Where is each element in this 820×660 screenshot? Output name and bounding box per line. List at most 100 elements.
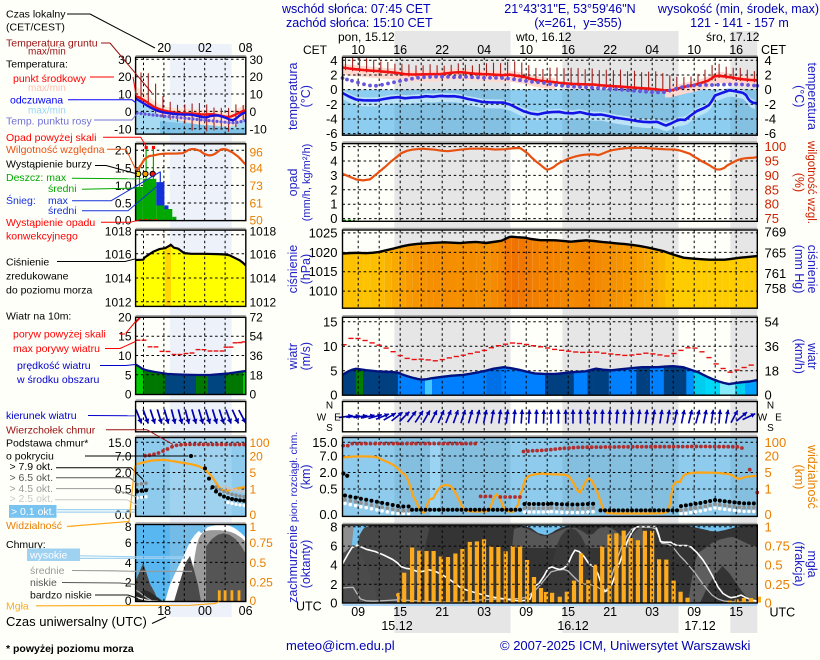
svg-text:> 4.5 okt.: > 4.5 okt.	[10, 483, 54, 495]
svg-text:2: 2	[330, 182, 337, 197]
svg-text:54: 54	[250, 330, 264, 344]
svg-text:4: 4	[765, 53, 772, 68]
svg-text:2: 2	[330, 577, 337, 592]
svg-text:10: 10	[323, 339, 337, 354]
svg-text:(mm Hg): (mm Hg)	[792, 245, 806, 294]
svg-text:wiatr: wiatr	[286, 343, 300, 370]
svg-text:(%): (%)	[792, 173, 806, 192]
svg-text:kierunek wiatru: kierunek wiatru	[6, 410, 77, 422]
svg-text:04: 04	[645, 43, 659, 57]
svg-text:0: 0	[330, 211, 337, 226]
svg-text:6: 6	[125, 536, 132, 550]
svg-text:(mm/h, kg/m²/h): (mm/h, kg/m²/h)	[301, 144, 313, 222]
svg-text:UTC: UTC	[296, 600, 322, 614]
svg-text:09: 09	[519, 605, 533, 619]
svg-text:0.0: 0.0	[115, 213, 132, 227]
svg-text:CET: CET	[303, 43, 328, 57]
svg-text:0: 0	[250, 594, 257, 608]
svg-text:16.12: 16.12	[557, 619, 588, 633]
svg-text:3: 3	[330, 168, 337, 183]
svg-text:Wierzchołek chmur: Wierzchołek chmur	[6, 425, 96, 437]
svg-text:100: 100	[250, 436, 270, 450]
svg-text:(km): (km)	[792, 464, 806, 489]
svg-text:1.0: 1.0	[115, 179, 132, 193]
svg-text:1010: 1010	[309, 284, 338, 299]
svg-text:18: 18	[765, 363, 779, 378]
svg-text:20: 20	[765, 449, 779, 464]
svg-text:2.0: 2.0	[319, 465, 337, 480]
svg-text:8: 8	[330, 519, 337, 534]
svg-text:Mgła: Mgła	[6, 601, 29, 613]
svg-text:06: 06	[239, 604, 253, 618]
svg-text:09: 09	[351, 605, 365, 619]
svg-text:© 2007-2025 ICM, Uniwersytet W: © 2007-2025 ICM, Uniwersytet Warszawski	[500, 638, 751, 653]
svg-text:758: 758	[765, 281, 787, 296]
svg-text:1018: 1018	[250, 224, 277, 238]
svg-text:4: 4	[330, 154, 337, 169]
svg-text:1012: 1012	[250, 295, 277, 309]
svg-text:o pokryciu: o pokryciu	[6, 451, 54, 463]
svg-text:średni: średni	[48, 183, 77, 195]
svg-text:4: 4	[330, 53, 337, 68]
svg-text:1018: 1018	[105, 224, 132, 238]
svg-text:0.5: 0.5	[250, 556, 267, 570]
svg-text:(km): (km)	[299, 464, 313, 489]
svg-text:85: 85	[765, 182, 779, 197]
svg-text:do poziomu morza: do poziomu morza	[6, 285, 93, 297]
svg-text:10: 10	[351, 43, 365, 57]
svg-text:-10: -10	[250, 122, 268, 136]
svg-text:Temperatura:: Temperatura:	[6, 59, 68, 71]
svg-text:W: W	[758, 413, 768, 424]
svg-text:-4: -4	[765, 112, 777, 127]
svg-text:-10: -10	[114, 122, 132, 136]
svg-text:(CET/CEST): (CET/CEST)	[6, 22, 65, 34]
svg-text:10: 10	[118, 349, 132, 363]
svg-text:18: 18	[250, 368, 264, 382]
svg-text:03: 03	[477, 605, 491, 619]
svg-text:zachmurzenie: zachmurzenie	[286, 525, 300, 603]
svg-text:54: 54	[765, 314, 779, 329]
svg-text:max: max	[48, 195, 69, 207]
svg-text:Śnieg:: Śnieg:	[6, 194, 36, 207]
svg-text:prędkość wiatru: prędkość wiatru	[17, 360, 91, 372]
svg-text:16: 16	[393, 43, 407, 57]
svg-text:opad: opad	[286, 169, 300, 197]
svg-text:2: 2	[330, 68, 337, 83]
svg-text:4: 4	[125, 556, 132, 570]
svg-text:121 - 141 - 157 m: 121 - 141 - 157 m	[690, 16, 789, 30]
svg-text:5: 5	[250, 466, 257, 480]
svg-text:CET: CET	[761, 43, 786, 57]
svg-text:ciśnienie: ciśnienie	[805, 245, 819, 294]
svg-text:5: 5	[125, 368, 132, 382]
svg-text:61: 61	[250, 197, 264, 211]
svg-text:5: 5	[765, 465, 772, 480]
svg-text:wysokość (min, środek, max): wysokość (min, środek, max)	[657, 2, 819, 16]
svg-text:20: 20	[250, 70, 264, 84]
svg-text:80: 80	[765, 197, 779, 212]
svg-text:> 0.1 okt.: > 0.1 okt.	[11, 506, 55, 518]
svg-text:wysokie: wysokie	[29, 550, 68, 562]
svg-text:5: 5	[330, 363, 337, 378]
svg-text:20: 20	[250, 450, 264, 464]
svg-text:0.75: 0.75	[765, 539, 790, 554]
svg-text:0: 0	[765, 595, 772, 610]
svg-text:zredukowane: zredukowane	[6, 271, 69, 283]
svg-text:E: E	[775, 413, 782, 424]
svg-text:-4: -4	[326, 112, 338, 127]
svg-text:0: 0	[125, 388, 132, 402]
svg-text:1016: 1016	[105, 247, 132, 261]
svg-text:0: 0	[330, 595, 337, 610]
svg-text:0.5: 0.5	[765, 558, 783, 573]
svg-text:max/min: max/min	[28, 105, 66, 116]
svg-text:0.25: 0.25	[250, 576, 274, 590]
svg-text:10: 10	[118, 88, 132, 102]
svg-text:1016: 1016	[250, 247, 277, 261]
svg-text:Wilgotność względna: Wilgotność względna	[6, 144, 105, 156]
svg-text:22: 22	[603, 43, 617, 57]
svg-text:-6: -6	[765, 126, 777, 141]
svg-text:0: 0	[250, 508, 257, 522]
svg-text:769: 769	[765, 225, 787, 240]
svg-text:6: 6	[330, 539, 337, 554]
svg-text:max/min: max/min	[28, 83, 66, 94]
svg-text:-2: -2	[326, 97, 338, 112]
